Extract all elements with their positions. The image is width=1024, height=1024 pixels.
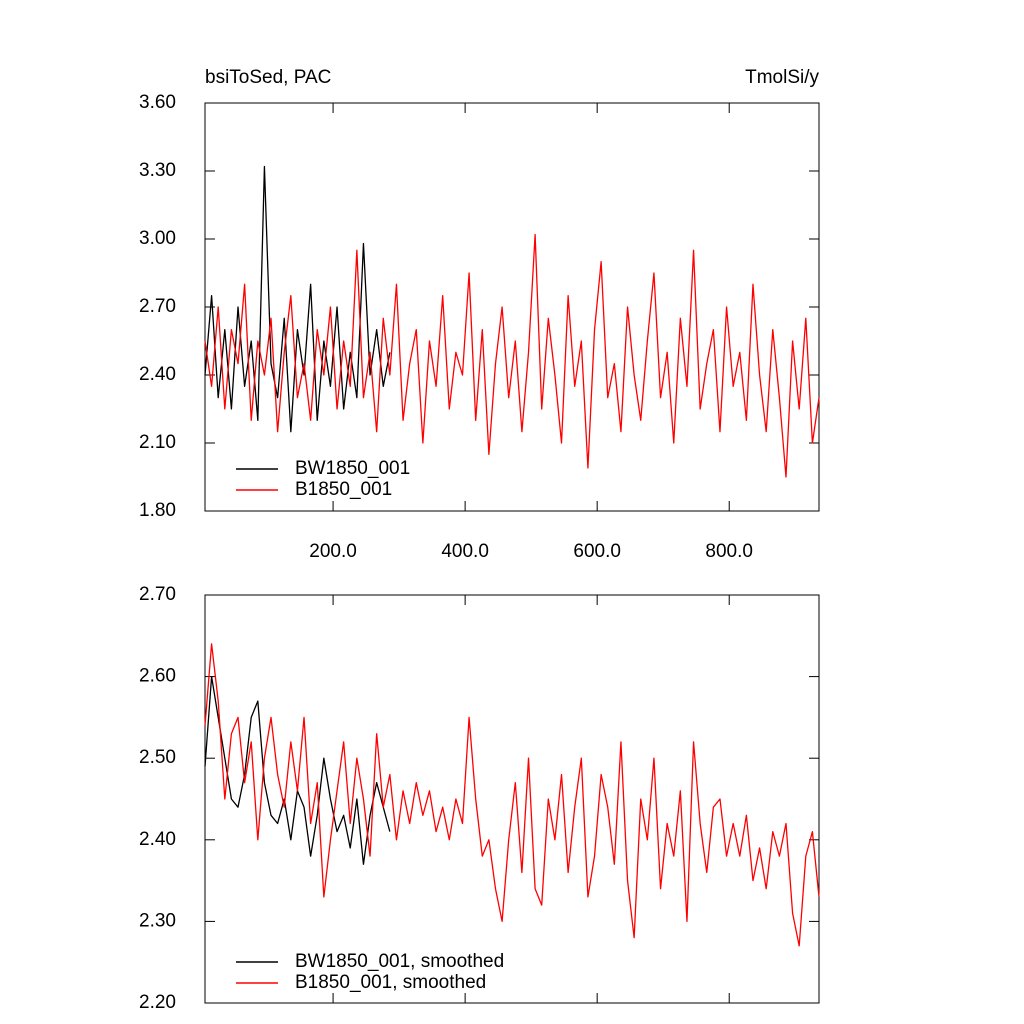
series-line	[204, 643, 820, 947]
y-tick-label: 3.30	[139, 160, 176, 181]
chart-title: bsiToSed, PAC	[205, 67, 331, 88]
y-tick-label: 2.50	[139, 747, 176, 768]
y-tick-label: 2.40	[139, 829, 176, 850]
legend-label: BW1850_001, smoothed	[295, 951, 504, 972]
y-tick-label: 2.60	[139, 666, 176, 687]
plot-frame	[204, 594, 820, 1004]
y-tick-label: 2.70	[139, 584, 176, 605]
y-tick-label: 2.70	[139, 296, 176, 317]
x-tick-label: 200.0	[309, 541, 357, 562]
series-line	[204, 675, 391, 865]
y-tick-label: 2.20	[139, 992, 176, 1013]
legend-label: B1850_001	[295, 479, 392, 500]
y-tick-label: 2.10	[139, 432, 176, 453]
y-tick-label: 1.80	[139, 500, 176, 521]
legend-label: BW1850_001	[295, 458, 410, 479]
units-label: TmolSi/y	[745, 67, 819, 88]
y-tick-label: 2.30	[139, 910, 176, 931]
y-tick-label: 2.40	[139, 364, 176, 385]
series-line	[204, 165, 391, 433]
y-tick-label: 3.60	[139, 92, 176, 113]
series-line	[204, 233, 820, 478]
x-tick-label: 400.0	[441, 541, 489, 562]
x-tick-label: 800.0	[705, 541, 753, 562]
legend-label: B1850_001, smoothed	[295, 972, 486, 993]
y-tick-label: 3.00	[139, 228, 176, 249]
x-tick-label: 600.0	[573, 541, 621, 562]
